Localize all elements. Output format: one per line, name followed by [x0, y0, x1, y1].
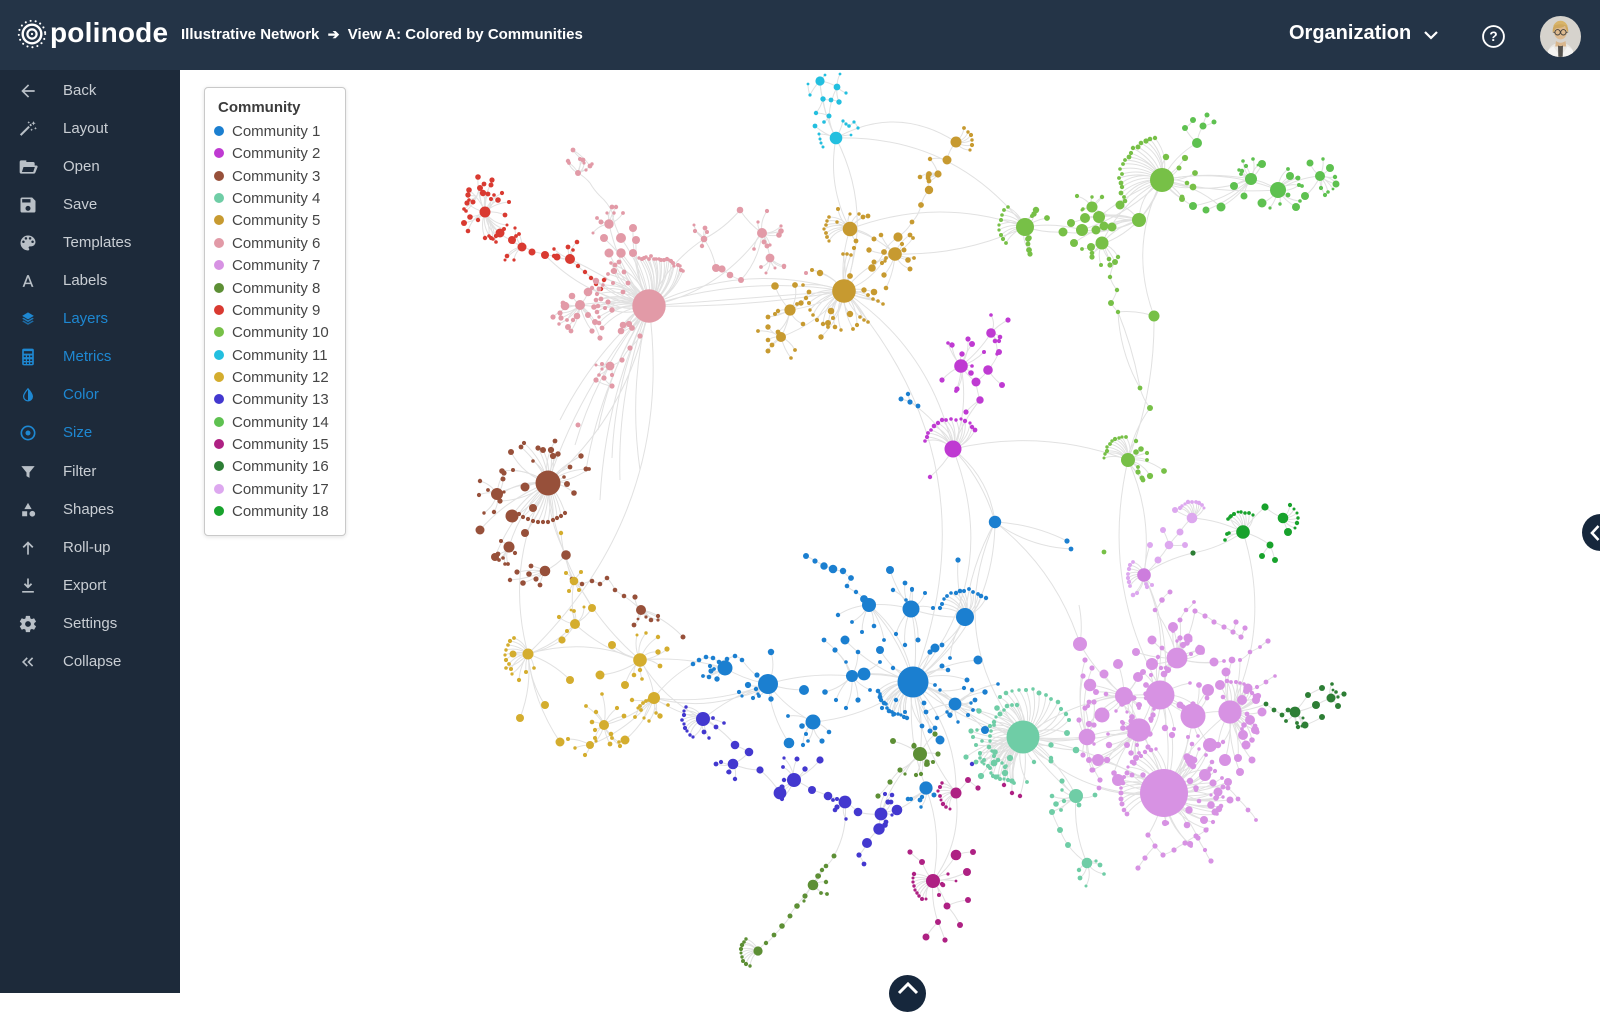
svg-text:?: ? — [1489, 29, 1497, 44]
